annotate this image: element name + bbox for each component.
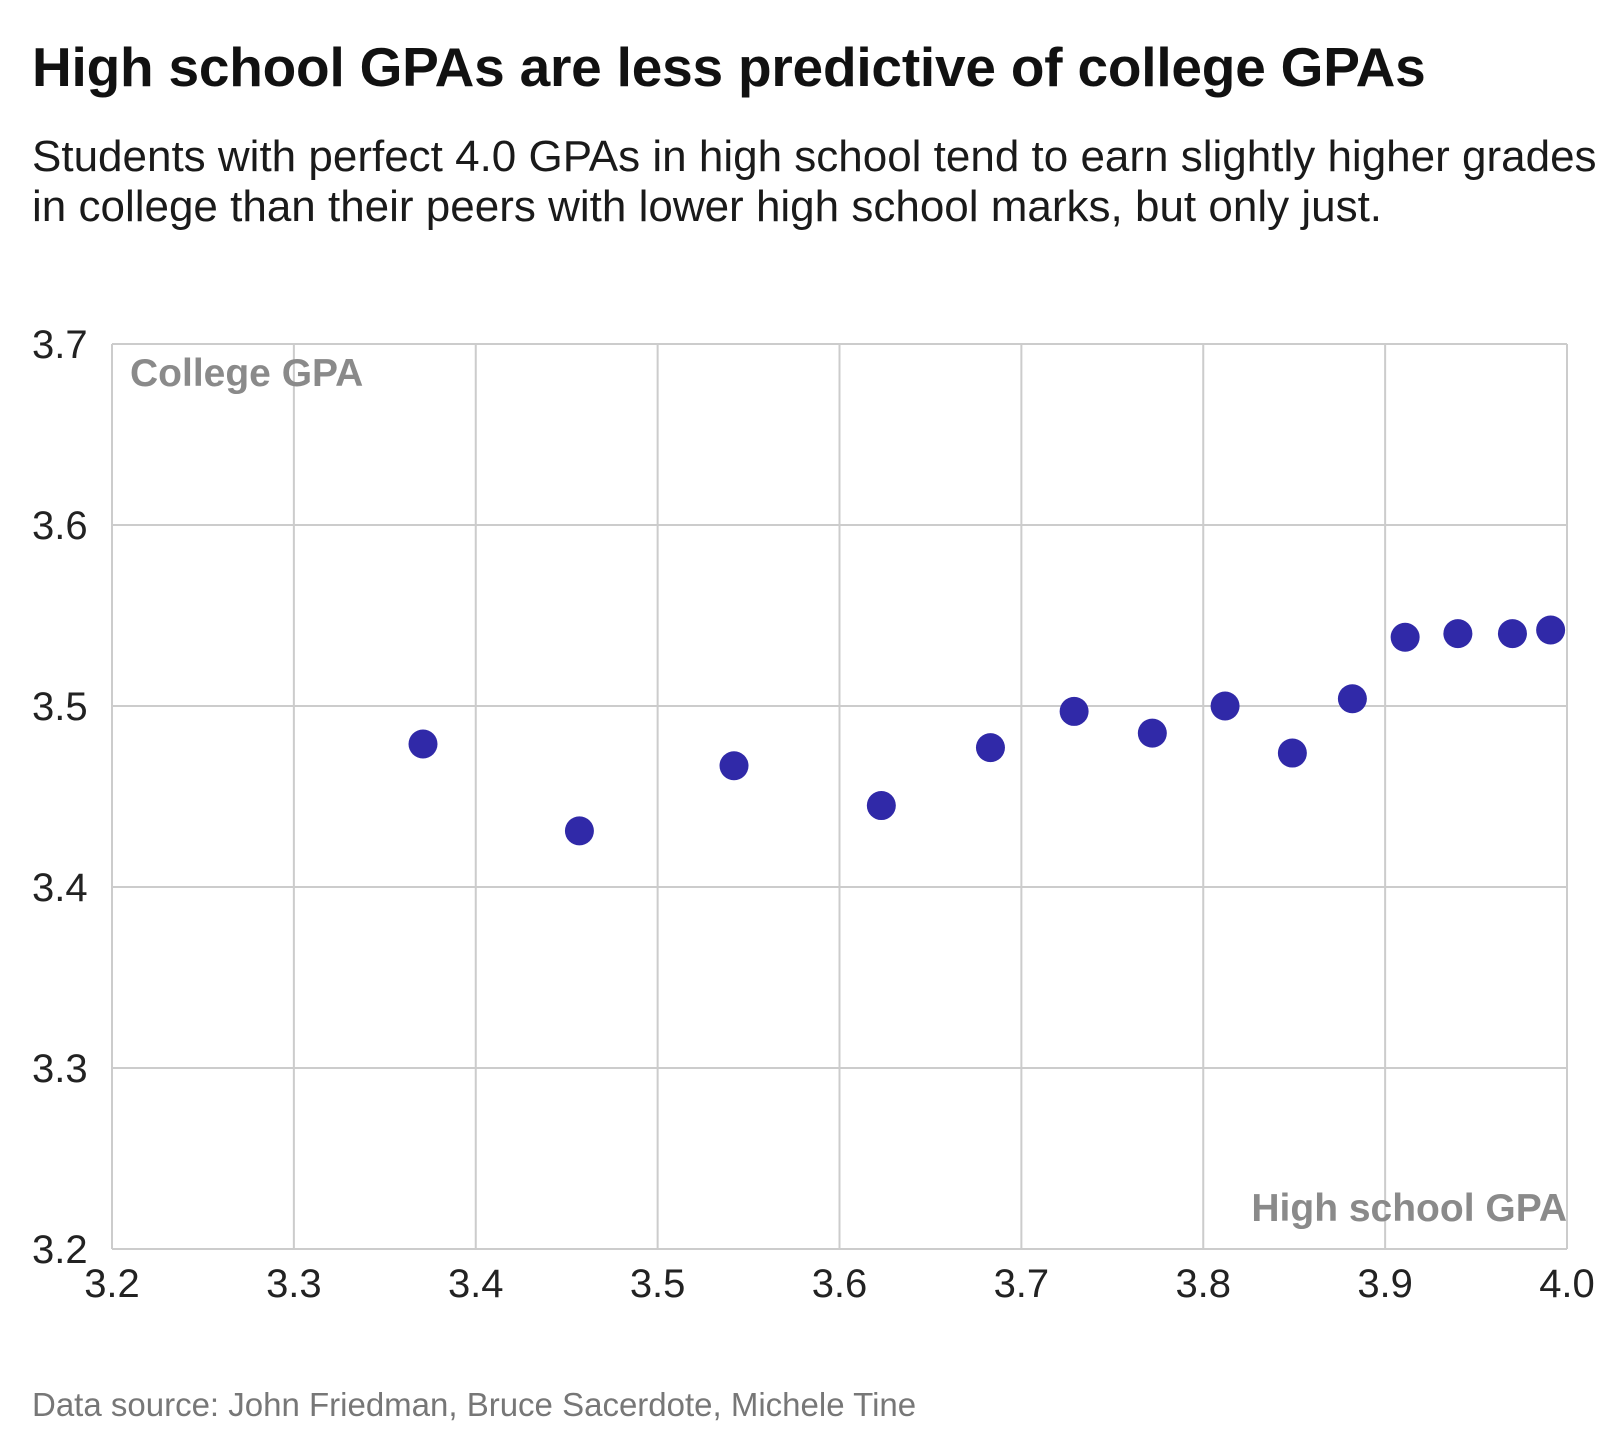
data-point xyxy=(1137,718,1167,748)
data-point xyxy=(408,729,438,759)
chart-title: High school GPAs are less predictive of … xyxy=(32,36,1426,98)
tick-labels: 3.2 3.3 3.4 3.5 3.6 3.7 3.8 3.9 4.0 3.7 3.6 3.5 3.4 3… xyxy=(32,323,1595,1306)
data-point xyxy=(866,791,896,821)
y-tick-label: 3.7 xyxy=(32,323,88,367)
chart-subtitle: Students with perfect 4.0 GPAs in high s… xyxy=(32,132,1597,231)
y-tick-label: 3.4 xyxy=(32,866,88,910)
data-point xyxy=(564,816,594,846)
data-point xyxy=(1277,738,1307,768)
data-point xyxy=(1443,619,1473,649)
data-point xyxy=(1536,615,1566,645)
data-point xyxy=(1390,622,1420,652)
y-tick-label: 3.3 xyxy=(32,1047,88,1091)
data-point xyxy=(1210,691,1240,721)
x-tick-label: 3.2 xyxy=(84,1262,140,1306)
y-tick-label: 3.5 xyxy=(32,685,88,729)
y-tick-label: 3.6 xyxy=(32,504,88,548)
x-tick-label: 3.8 xyxy=(1175,1262,1231,1306)
x-tick-label: 3.3 xyxy=(266,1262,322,1306)
data-points xyxy=(408,615,1566,846)
x-tick-label: 4.0 xyxy=(1539,1262,1595,1306)
data-source-note: Data source: John Friedman, Bruce Sacerd… xyxy=(32,1386,917,1423)
x-tick-label: 3.6 xyxy=(812,1262,868,1306)
x-tick-label: 3.9 xyxy=(1357,1262,1413,1306)
x-tick-label: 3.4 xyxy=(448,1262,504,1306)
data-point xyxy=(1337,684,1367,714)
y-axis-title: College GPA xyxy=(130,352,363,395)
y-tick-label: 3.2 xyxy=(32,1228,88,1272)
data-point xyxy=(1497,619,1527,649)
grid-layer xyxy=(111,343,1568,1250)
x-tick-label: 3.5 xyxy=(630,1262,686,1306)
data-point xyxy=(1059,696,1089,726)
data-point xyxy=(719,751,749,781)
x-tick-label: 3.7 xyxy=(994,1262,1050,1306)
x-axis-title: High school GPA xyxy=(1251,1187,1567,1230)
data-point xyxy=(975,733,1005,763)
